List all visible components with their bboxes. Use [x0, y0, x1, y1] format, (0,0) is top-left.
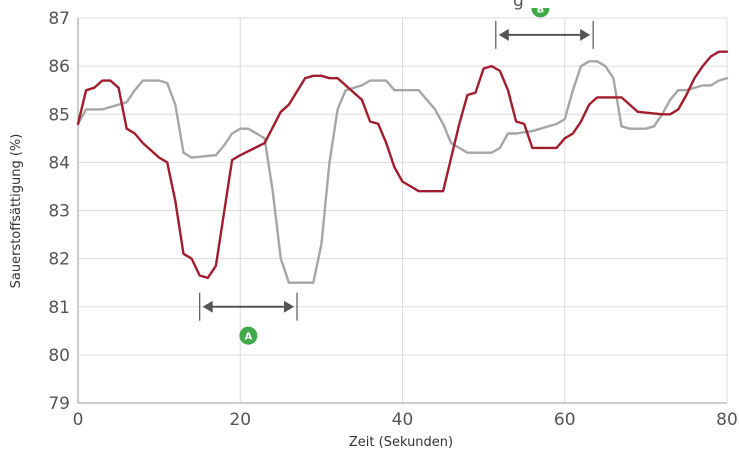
- annotation-arrowhead-right: [580, 28, 591, 41]
- annotation-arrowhead-left: [202, 300, 213, 313]
- partial-top-text: g: [513, 0, 524, 11]
- y-tick-label: 83: [48, 202, 70, 222]
- y-tick-label: 79: [48, 394, 70, 414]
- annotation-marker-label: A: [244, 332, 252, 343]
- x-axis-title: Zeit (Sekunden): [349, 435, 453, 450]
- x-tick-label: 0: [73, 410, 84, 430]
- annotation-marker-label: B: [537, 4, 545, 15]
- x-tick-label: 40: [392, 410, 414, 430]
- y-tick-label: 81: [48, 298, 70, 318]
- y-tick-label: 87: [48, 9, 70, 29]
- x-tick-label: 80: [716, 410, 738, 430]
- annotation-arrowhead-right: [284, 300, 295, 313]
- annotation-marker-circle: [531, 8, 550, 18]
- y-tick-label: 80: [48, 346, 70, 366]
- y-tick-label: 85: [48, 105, 70, 125]
- grid: [78, 17, 728, 403]
- series-line: [76, 50, 729, 280]
- y-tick-label: 86: [48, 57, 70, 77]
- x-tick-label: 20: [229, 410, 251, 430]
- y-tick-label: 84: [48, 153, 70, 173]
- y-axis-title: Sauerstoffsättigung (%): [9, 134, 24, 289]
- axes: 0 20 40 60 80 79 80 81 82 83 84 85 86 87: [48, 9, 737, 430]
- annotation-marker-circle: [239, 326, 258, 345]
- x-tick-label: 60: [554, 410, 576, 430]
- annotation-arrowhead-left: [498, 28, 509, 41]
- series-lines: [76, 50, 729, 284]
- series-line: [76, 60, 729, 284]
- y-tick-label: 82: [48, 250, 70, 270]
- annotations: AB: [199, 4, 594, 345]
